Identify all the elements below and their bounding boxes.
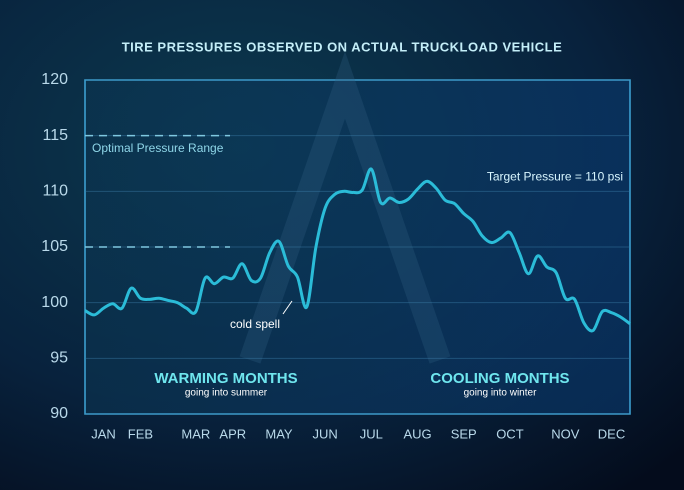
target-label: Target Pressure = 110 psi [487, 170, 623, 184]
x-tick-label: MAY [265, 426, 293, 441]
x-tick-label: MAR [181, 426, 210, 441]
optimal-range-label: Optimal Pressure Range [92, 141, 224, 155]
x-tick-label: OCT [496, 426, 524, 441]
season-subtitle: going into winter [464, 388, 537, 399]
y-tick-label: 100 [41, 294, 68, 311]
x-tick-label: JAN [91, 426, 116, 441]
season-title: COOLING MONTHS [430, 370, 569, 387]
y-tick-label: 120 [41, 71, 68, 88]
x-tick-label: SEP [451, 426, 477, 441]
season-subtitle: going into summer [185, 388, 268, 399]
x-tick-label: AUG [403, 426, 431, 441]
x-tick-label: JUL [360, 426, 383, 441]
y-tick-label: 105 [41, 238, 68, 255]
y-tick-label: 110 [42, 183, 68, 200]
annotation: cold spell [230, 317, 280, 331]
x-tick-label: NOV [551, 426, 580, 441]
y-tick-label: 90 [50, 405, 68, 422]
x-tick-label: APR [219, 426, 246, 441]
y-tick-label: 115 [42, 127, 68, 144]
x-tick-label: DEC [598, 426, 625, 441]
y-tick-label: 95 [50, 350, 68, 367]
season-title: WARMING MONTHS [154, 370, 297, 387]
watermark [239, 51, 451, 364]
x-tick-label: JUN [313, 426, 338, 441]
data-line [84, 167, 631, 333]
chart-title: TIRE PRESSURES OBSERVED ON ACTUAL TRUCKL… [122, 39, 563, 54]
x-tick-label: FEB [128, 426, 153, 441]
annotation-pointer [282, 300, 293, 315]
